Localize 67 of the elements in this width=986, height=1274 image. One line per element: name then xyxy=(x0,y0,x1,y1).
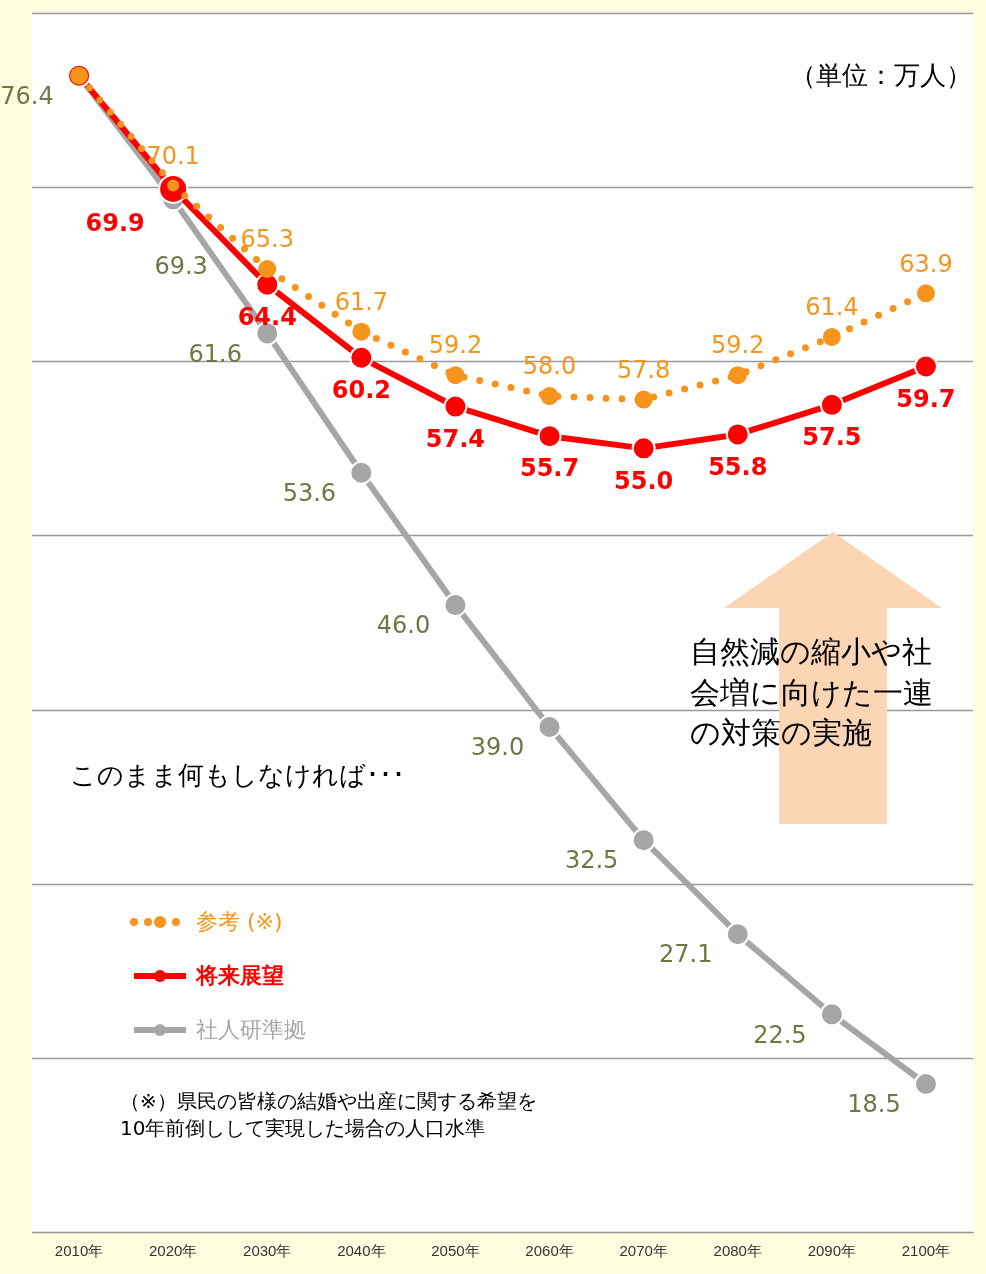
data-label: 55.7 xyxy=(519,454,580,483)
data-label: 18.5 xyxy=(847,1090,901,1119)
point xyxy=(352,322,371,341)
data-label: 60.2 xyxy=(331,376,391,405)
point xyxy=(725,922,750,947)
data-label: 46.0 xyxy=(376,611,431,640)
point xyxy=(258,259,277,278)
data-label: 65.3 xyxy=(240,225,294,254)
data-label: 76.4 xyxy=(0,81,54,110)
data-label: 69.9 xyxy=(85,209,145,238)
data-label: 57.4 xyxy=(425,424,486,453)
annotation: 自然減の縮小や社会増に向けた一連の対策の実施 xyxy=(690,633,934,752)
point xyxy=(443,593,468,618)
point xyxy=(913,354,938,379)
x-tick-label: 2040年 xyxy=(337,1242,386,1260)
data-label: 59.2 xyxy=(711,331,765,360)
point xyxy=(728,366,747,385)
x-tick-label: 2030年 xyxy=(243,1242,292,1260)
point xyxy=(537,424,562,449)
x-tick-label: 2100年 xyxy=(901,1242,951,1260)
point xyxy=(819,392,844,417)
annotation: （※）県民の皆様の結婚や出産に関する希望を 10年前倒しして実現した場合の人口水準 xyxy=(120,1088,537,1142)
data-label: 59.2 xyxy=(428,331,483,360)
data-label: 27.1 xyxy=(659,940,713,969)
data-label: 57.8 xyxy=(616,355,671,384)
point xyxy=(819,1002,844,1027)
data-label: 58.0 xyxy=(522,352,577,381)
point xyxy=(540,387,559,406)
legend-label: 社人研準拠 xyxy=(196,1016,306,1044)
data-label: 32.5 xyxy=(564,846,619,875)
data-label: 61.4 xyxy=(805,293,859,322)
point xyxy=(537,714,562,739)
data-label: 61.7 xyxy=(334,287,389,316)
data-label: 53.6 xyxy=(282,478,337,507)
x-tick-label: 2020年 xyxy=(148,1242,198,1260)
data-label: 22.5 xyxy=(753,1020,807,1049)
legend-label: 将来展望 xyxy=(196,962,284,990)
point xyxy=(255,272,280,297)
x-tick-label: 2090年 xyxy=(807,1242,857,1260)
annotation: （単位：万人） xyxy=(790,59,972,92)
point xyxy=(631,436,656,461)
point xyxy=(443,394,468,419)
x-tick-label: 2060年 xyxy=(525,1242,574,1260)
data-label: 63.9 xyxy=(899,249,953,278)
annotation: このまま何もしなければ･･･ xyxy=(70,759,405,792)
point xyxy=(349,460,374,485)
data-label: 57.5 xyxy=(802,423,862,452)
data-label: 61.6 xyxy=(188,339,242,368)
data-label: 69.3 xyxy=(154,251,208,280)
point xyxy=(913,1071,938,1096)
x-tick-label: 2010年 xyxy=(54,1242,104,1260)
point xyxy=(725,422,750,447)
point xyxy=(631,828,656,853)
x-tick-label: 2050年 xyxy=(431,1242,480,1260)
x-tick-label: 2080年 xyxy=(713,1242,762,1260)
point xyxy=(916,284,935,303)
legend-label: 参考 (※) xyxy=(196,908,283,936)
x-tick-label: 2070年 xyxy=(619,1242,668,1260)
point xyxy=(822,327,841,346)
data-label: 64.4 xyxy=(237,302,297,331)
point xyxy=(446,366,465,385)
data-label: 39.0 xyxy=(470,733,525,762)
point xyxy=(349,345,374,370)
data-label: 55.8 xyxy=(708,452,768,481)
data-label: 59.7 xyxy=(896,384,956,413)
data-label: 55.0 xyxy=(614,466,674,495)
point xyxy=(634,390,653,409)
